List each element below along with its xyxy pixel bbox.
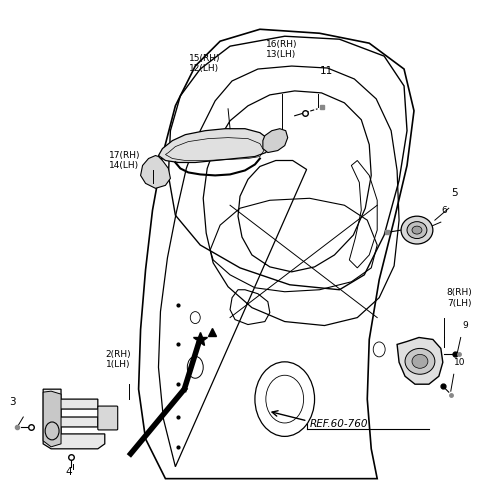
Ellipse shape — [412, 226, 422, 234]
Text: 5: 5 — [451, 188, 457, 198]
Text: 11: 11 — [320, 66, 333, 76]
Text: 9: 9 — [463, 320, 468, 329]
Polygon shape — [43, 391, 61, 447]
Ellipse shape — [412, 354, 428, 368]
Polygon shape — [263, 129, 288, 152]
Text: 17(RH)
14(LH): 17(RH) 14(LH) — [109, 151, 140, 170]
Polygon shape — [141, 155, 170, 188]
Text: 2(RH)
1(LH): 2(RH) 1(LH) — [106, 350, 132, 369]
Polygon shape — [397, 338, 443, 384]
Text: 4: 4 — [66, 467, 72, 477]
Polygon shape — [43, 389, 105, 449]
FancyBboxPatch shape — [98, 406, 118, 430]
Text: 10: 10 — [454, 358, 465, 367]
Text: REF.60-760: REF.60-760 — [310, 419, 368, 429]
Polygon shape — [158, 129, 270, 163]
Ellipse shape — [401, 216, 433, 244]
Text: 15(RH)
12(LH): 15(RH) 12(LH) — [190, 54, 221, 73]
Text: 3: 3 — [9, 397, 16, 407]
Text: 6: 6 — [442, 206, 447, 215]
Text: 8(RH)
7(LH): 8(RH) 7(LH) — [447, 288, 472, 308]
Ellipse shape — [407, 222, 427, 239]
Ellipse shape — [405, 349, 435, 374]
Text: 16(RH)
13(LH): 16(RH) 13(LH) — [266, 40, 298, 59]
